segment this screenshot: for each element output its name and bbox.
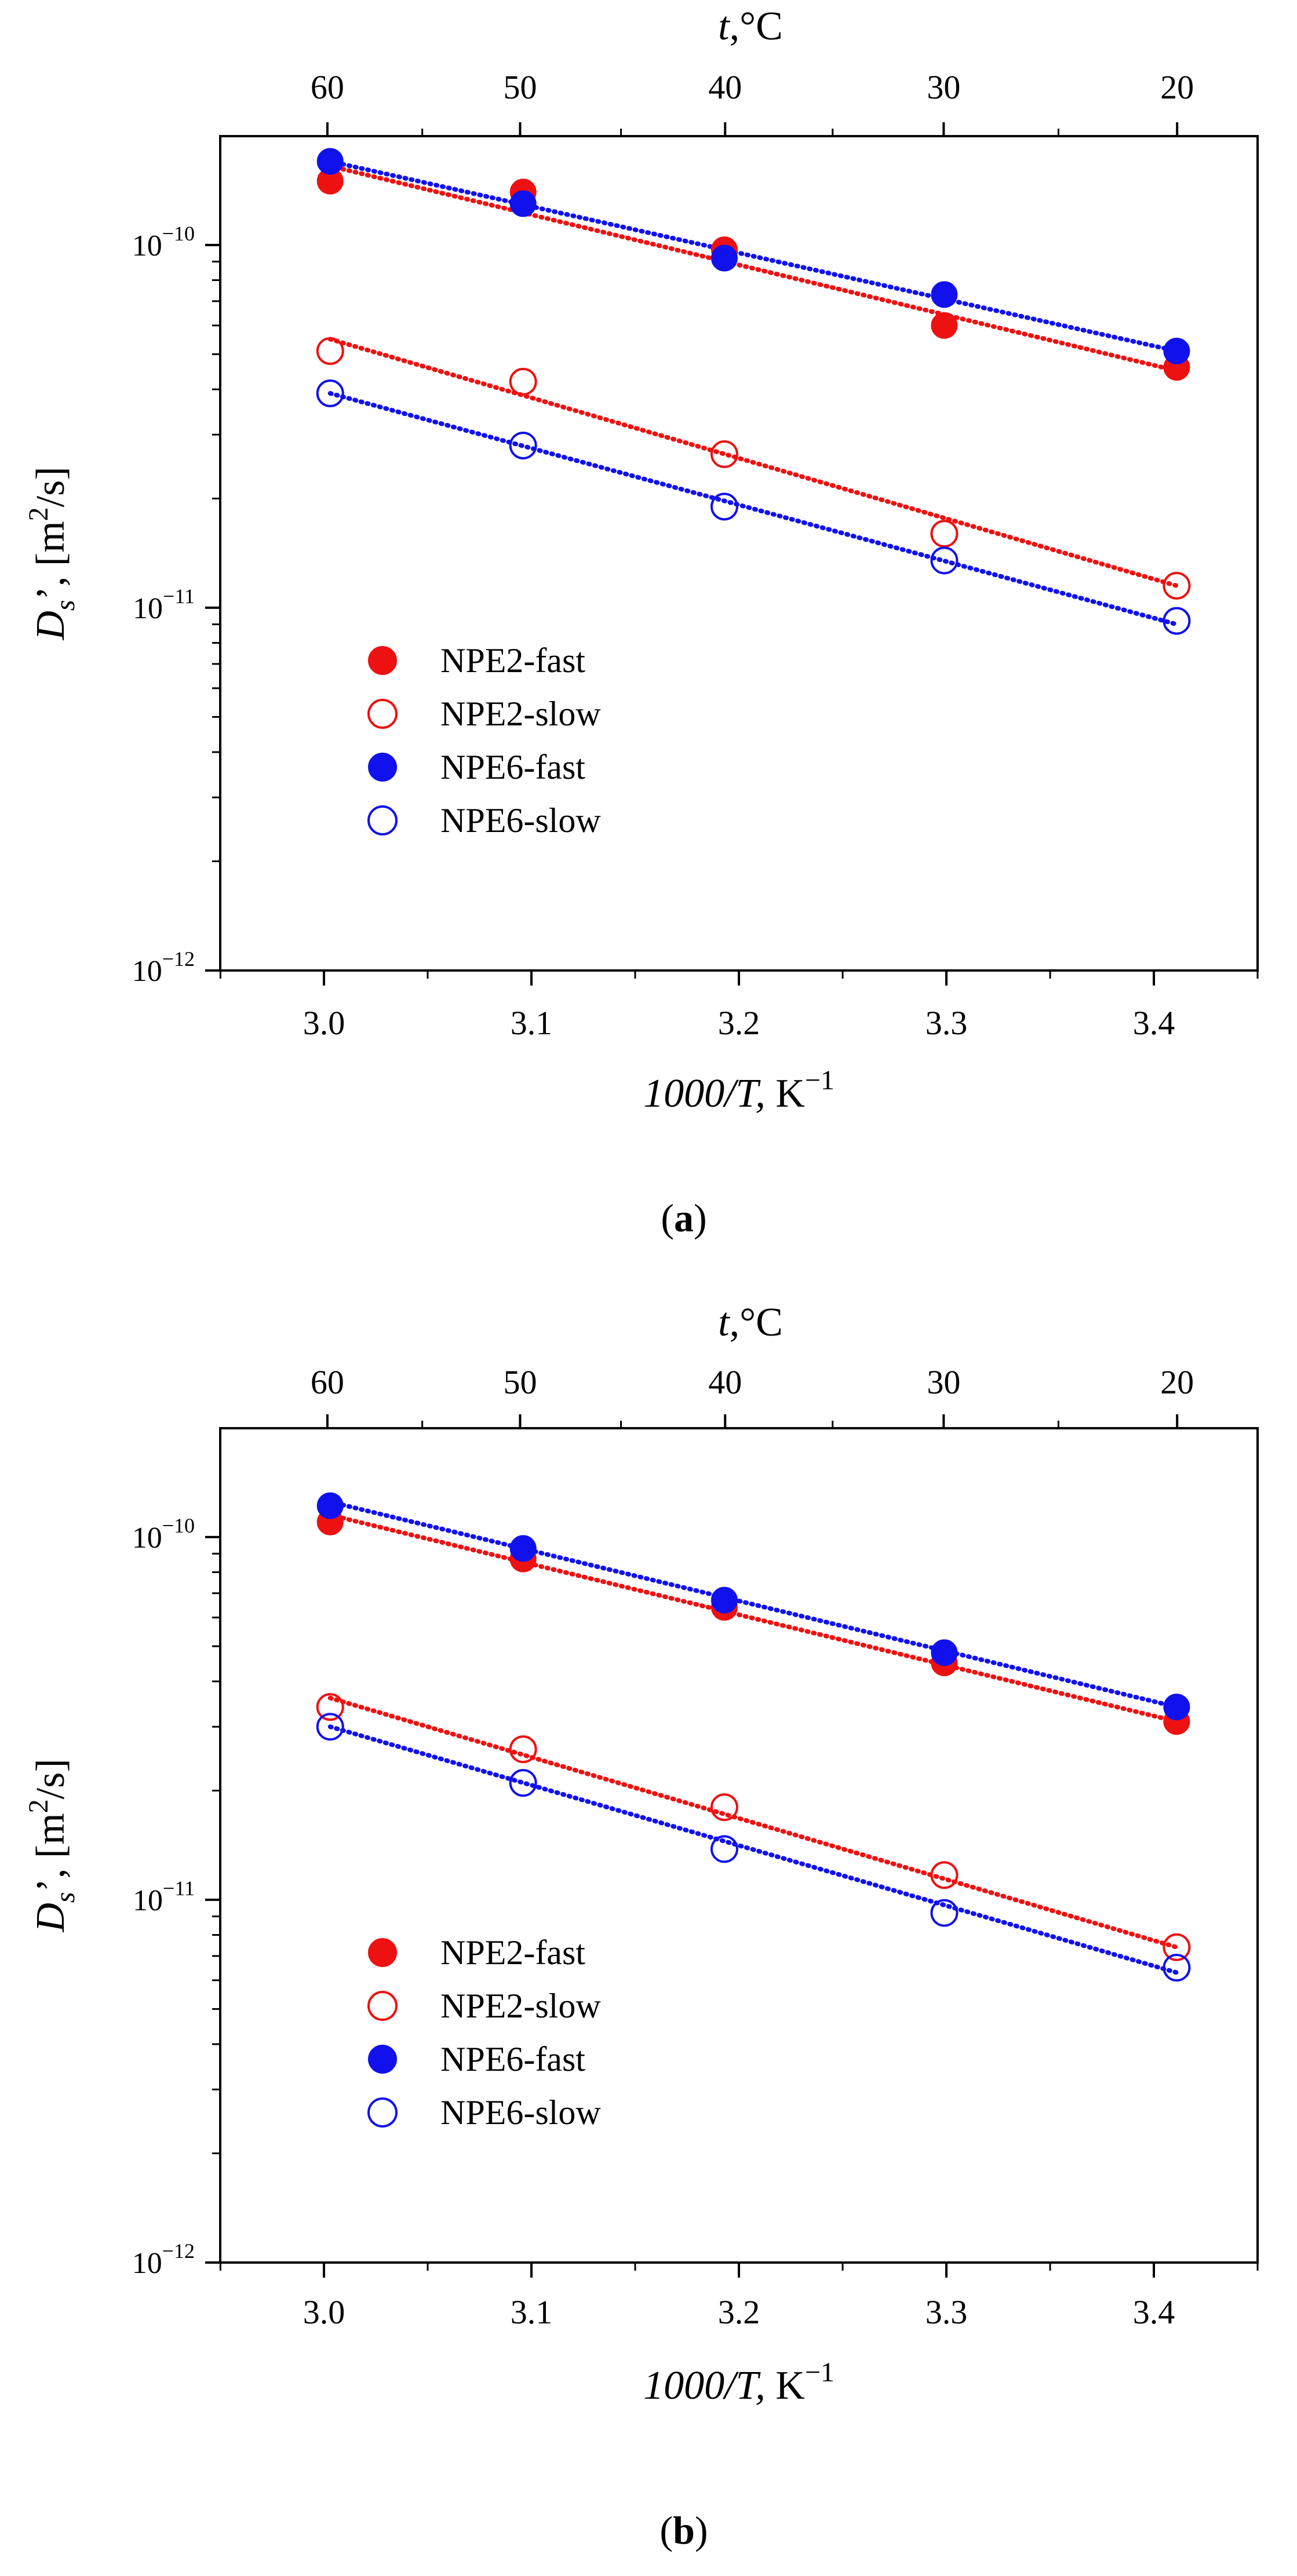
legend-label: NPE2-slow xyxy=(440,1987,601,2025)
point-NPE6-fast xyxy=(509,190,537,217)
x-tick-label: 3.4 xyxy=(1133,2293,1175,2331)
y-tick-label: 10−11 xyxy=(133,1877,195,1917)
point-NPE6-slow xyxy=(509,1769,537,1797)
x-tick-label: 3.0 xyxy=(303,2293,345,2331)
point-NPE6-fast xyxy=(509,1535,537,1562)
fit-line-NPE2-slow xyxy=(327,337,1179,588)
point-NPE2-slow xyxy=(1163,571,1191,600)
y-tick-label: 10−12 xyxy=(132,947,195,988)
point-NPE2-slow xyxy=(509,1735,537,1764)
top-tick-label: 50 xyxy=(503,68,537,106)
legend-marker xyxy=(367,805,398,835)
point-NPE2-slow xyxy=(1163,1933,1191,1961)
fit-line-NPE6-fast xyxy=(327,1499,1179,1710)
y-axis-label: Ds’, [m2/s] xyxy=(23,1758,81,1932)
x-tick-label: 3.4 xyxy=(1133,1004,1175,1042)
top-tick-label: 30 xyxy=(927,68,960,106)
panel-caption: (b) xyxy=(660,2508,708,2552)
top-tick-label: 40 xyxy=(708,1363,742,1401)
legend-marker xyxy=(368,753,397,782)
legend-marker xyxy=(367,2097,398,2128)
point-NPE6-slow xyxy=(316,379,344,407)
top-tick-label: 50 xyxy=(503,1363,537,1401)
x-tick-label: 3.2 xyxy=(718,1004,760,1042)
x-axis-label: 1000/T, K−1 xyxy=(643,1065,835,1116)
legend-label: NPE6-slow xyxy=(440,801,601,840)
point-NPE6-slow xyxy=(710,1835,738,1863)
point-NPE2-slow xyxy=(316,1693,344,1721)
point-NPE6-fast xyxy=(711,245,738,272)
top-tick-label: 40 xyxy=(708,68,742,106)
x-tick-label: 3.1 xyxy=(511,2293,553,2331)
fit-line-NPE2-slow xyxy=(327,1695,1179,1950)
fit-line-NPE2-fast xyxy=(327,163,1179,373)
point-NPE6-fast xyxy=(1163,337,1190,364)
point-NPE2-slow xyxy=(710,1793,738,1822)
x-tick-label: 3.0 xyxy=(303,1004,345,1042)
point-NPE6-slow xyxy=(930,1899,959,1927)
legend-label: NPE6-slow xyxy=(440,2093,601,2132)
point-NPE6-fast xyxy=(1163,1694,1190,1721)
point-NPE2-slow xyxy=(316,337,344,365)
legend-marker xyxy=(367,699,398,729)
point-NPE2-slow xyxy=(710,440,738,468)
fit-line-NPE6-slow xyxy=(327,1724,1179,1975)
x-axis-label: 1000/T, K−1 xyxy=(643,2357,835,2408)
point-NPE2-slow xyxy=(509,367,537,396)
y-tick-label: 10−12 xyxy=(132,2239,195,2280)
top-tick-label: 20 xyxy=(1160,68,1194,106)
point-NPE6-slow xyxy=(710,492,738,521)
legend-label: NPE6-fast xyxy=(440,2040,585,2078)
point-NPE6-slow xyxy=(316,1713,344,1741)
top-axis-label: t,°C xyxy=(718,4,783,49)
y-tick-label: 10−10 xyxy=(132,1514,195,1555)
x-tick-label: 3.2 xyxy=(718,2293,760,2331)
point-NPE6-slow xyxy=(1163,607,1191,635)
x-tick-label: 3.3 xyxy=(926,2293,968,2331)
legend-label: NPE2-slow xyxy=(440,695,601,733)
point-NPE6-fast xyxy=(931,1639,958,1666)
point-NPE2-slow xyxy=(930,520,959,548)
point-NPE2-slow xyxy=(930,1861,959,1889)
y-axis-label: Ds’, [m2/s] xyxy=(23,466,81,640)
panel-caption: (a) xyxy=(661,1196,706,1240)
chart-panel-b: 3.0 3.1 3.2 3.3 3.4 60 50 40 30 20 t,°C 10−12 10−11 1… xyxy=(23,1300,1259,2552)
legend-marker xyxy=(368,646,397,675)
top-tick-label: 20 xyxy=(1160,1363,1194,1401)
top-axis-label: t,°C xyxy=(718,1300,783,1345)
y-tick-label: 10−10 xyxy=(132,222,195,262)
legend-label: NPE2-fast xyxy=(440,1933,585,1972)
legend-label: NPE6-fast xyxy=(440,748,585,786)
x-tick-label: 3.1 xyxy=(511,1004,553,1042)
top-tick-label: 60 xyxy=(311,68,344,106)
top-tick-label: 60 xyxy=(311,1363,344,1401)
y-tick-label: 10−11 xyxy=(133,585,195,625)
point-NPE6-slow xyxy=(1163,1954,1191,1982)
plot-frame xyxy=(219,135,1259,972)
top-tick-label: 30 xyxy=(927,1363,960,1401)
legend-marker xyxy=(368,1938,397,1967)
legend-marker xyxy=(367,1991,398,2021)
fit-line-NPE6-fast xyxy=(327,159,1179,353)
legend-marker xyxy=(368,2045,397,2074)
point-NPE6-slow xyxy=(930,546,959,575)
point-NPE6-fast xyxy=(931,281,958,308)
point-NPE6-fast xyxy=(711,1586,738,1614)
legend-label: NPE2-fast xyxy=(440,641,585,680)
point-NPE6-fast xyxy=(316,1492,344,1519)
fit-line-NPE2-fast xyxy=(327,1512,1179,1724)
fit-line-NPE6-slow xyxy=(327,391,1179,627)
chart-panel-a: 3.0 3.1 3.2 3.3 3.4 60 50 40 30 20 t,°C 10−12 10−11 1… xyxy=(23,4,1259,1240)
x-tick-label: 3.3 xyxy=(926,1004,968,1042)
point-NPE6-fast xyxy=(316,148,344,175)
point-NPE6-slow xyxy=(509,431,537,459)
point-NPE2-fast xyxy=(931,312,958,339)
